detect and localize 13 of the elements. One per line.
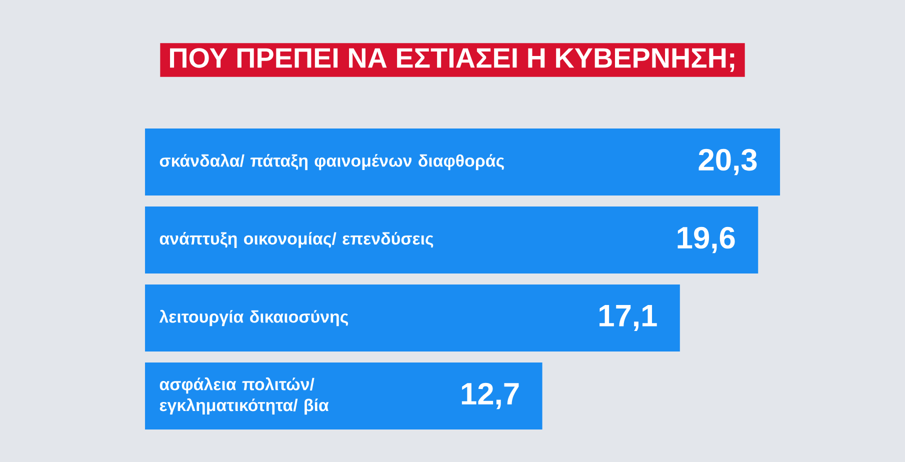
bar: [145, 128, 780, 196]
bar: [145, 206, 758, 274]
data-label: 12,7: [462, 382, 519, 410]
y-tick-label: λειτουργία δικαιοσύνης: [159, 310, 348, 326]
data-label: 17,1: [600, 304, 657, 332]
chart-title: ΠΟΥ ΠΡΕΠΕΙ ΝΑ ΕΣΤΙΑΣΕΙ Η ΚΥΒΕΡΝΗΣΗ;: [170, 48, 734, 72]
data-label: 19,6: [678, 226, 735, 254]
y-tick-label: ανάπτυξη οικονομίας/ επενδύσεις: [160, 232, 434, 248]
y-tick-label: ασφάλεια πολιτών/ εγκληματικότητα/ βία: [160, 377, 329, 415]
bar: [145, 362, 542, 430]
data-label: 20,3: [698, 148, 757, 176]
y-tick-label: σκάνδαλα/ πάταξη φαινομένων διαφθοράς: [160, 154, 504, 170]
bar: [145, 284, 680, 352]
